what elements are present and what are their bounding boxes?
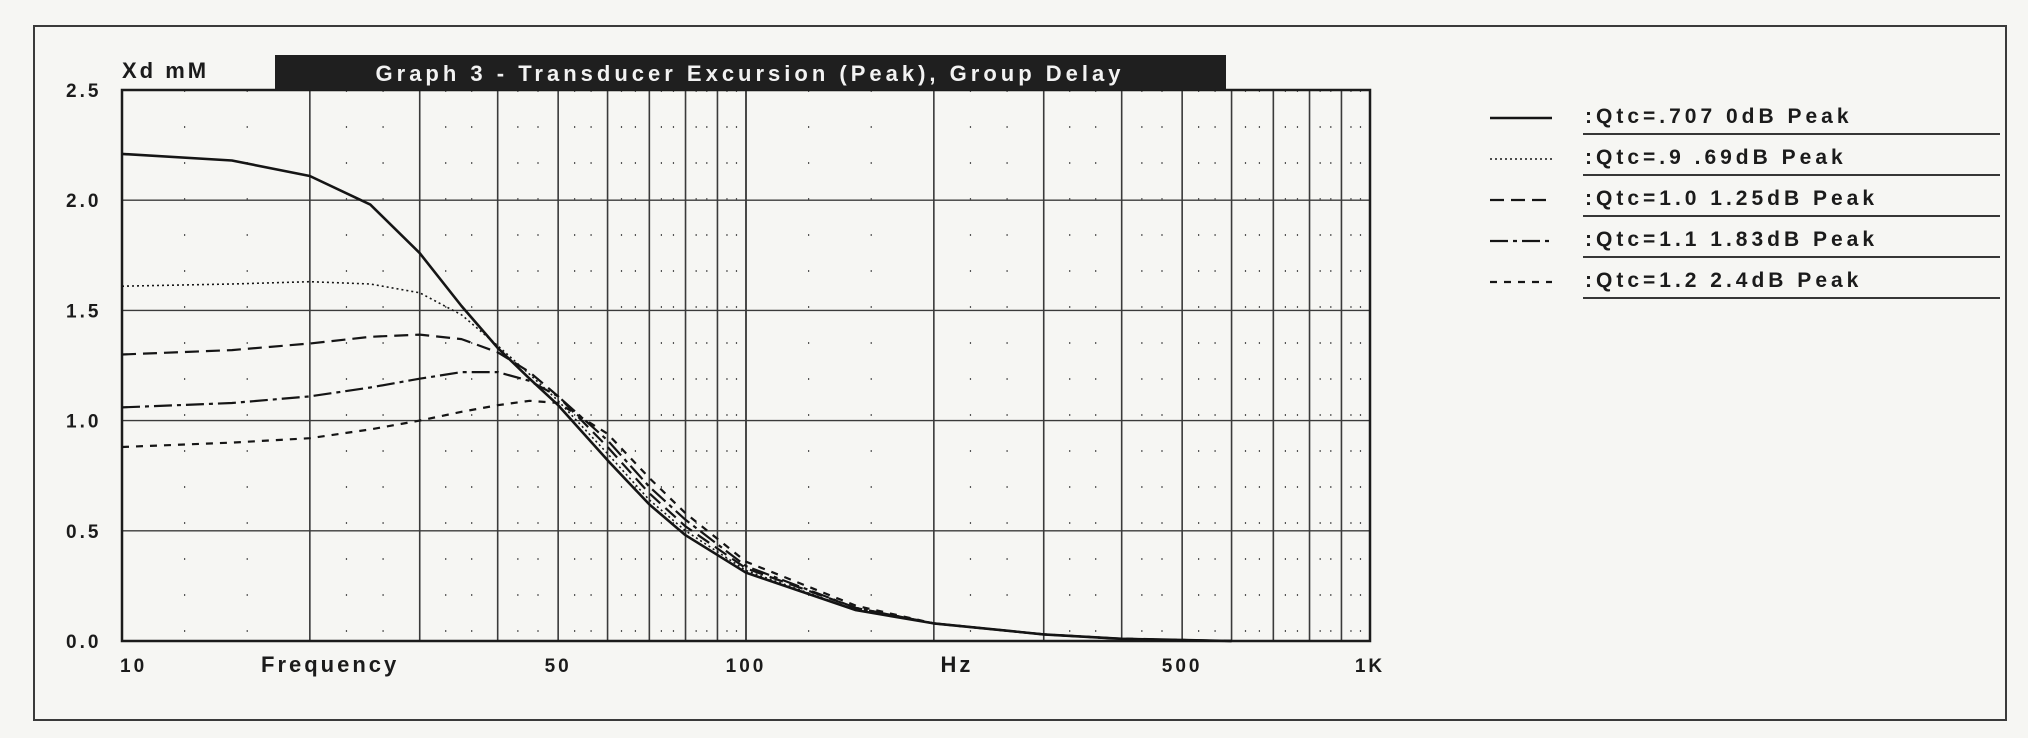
- x-tick-label: 100: [726, 656, 767, 677]
- x-tick-label: 1K: [1355, 656, 1385, 677]
- y-tick-label: 0.0: [66, 632, 101, 653]
- chart-frame: [33, 25, 2007, 721]
- legend-entry-label: :Qtc=1.1 1.83dB Peak: [1585, 228, 1878, 251]
- legend-entry-label: :Qtc=.707 0dB Peak: [1585, 105, 1853, 128]
- series-line-3: [121, 333, 1232, 643]
- chart-title: Graph 3 - Transducer Excursion (Peak), G…: [376, 61, 1125, 86]
- x-axis-label: Frequency: [261, 652, 399, 677]
- series-group: [121, 152, 1232, 643]
- x-unit-label: Hz: [941, 652, 974, 677]
- legend-entry-label: :Qtc=1.2 2.4dB Peak: [1585, 269, 1862, 292]
- series-line-5: [121, 399, 1232, 643]
- x-tick-label: 500: [1162, 656, 1203, 677]
- legend: :Qtc=.707 0dB Peak :Qtc=.9 .69dB Peak :Qtc…: [1490, 105, 2000, 299]
- title-banner: [275, 55, 1226, 90]
- plot-grid: [122, 90, 1370, 641]
- y-tick-label: 2.0: [66, 191, 101, 212]
- series-line-4: [121, 371, 1232, 643]
- y-tick-label: 1.0: [66, 412, 101, 433]
- y-tick-label: 0.5: [66, 522, 101, 543]
- y-tick-label: 2.5: [66, 81, 101, 102]
- y-tick-label: 1.5: [66, 301, 101, 322]
- tick-labels: 10 50 100 500 1K 0.0 0.5 1.0 1.5 2.0 2.5: [66, 81, 1385, 677]
- legend-entry-label: :Qtc=1.0 1.25dB Peak: [1585, 187, 1878, 210]
- x-tick-label: 10: [120, 656, 147, 677]
- legend-entry-label: :Qtc=.9 .69dB Peak: [1585, 146, 1847, 169]
- y-axis-label: Xd mM: [122, 58, 209, 83]
- series-line-2: [121, 280, 1232, 642]
- x-tick-label: 50: [545, 656, 572, 677]
